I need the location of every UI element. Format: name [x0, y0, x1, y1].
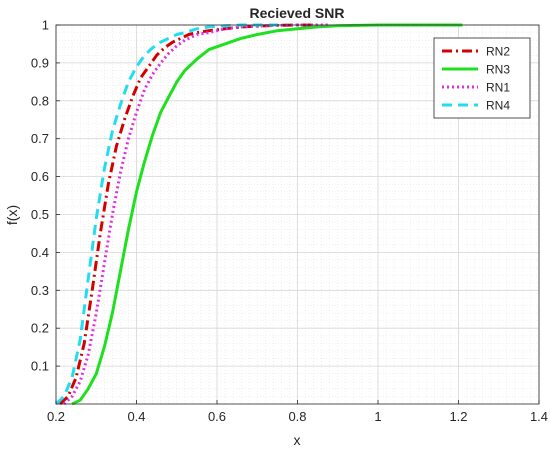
y-tick-label: 0.8	[31, 93, 49, 108]
x-tick-label: 0.2	[47, 409, 65, 424]
legend-label-rn2: RN2	[486, 45, 510, 59]
y-tick-label: 0.9	[31, 55, 49, 70]
y-tick-label: 0.2	[31, 321, 49, 336]
y-axis-ticks: 0.1 0.2 0.3 0.4 0.5 0.6 0.7 0.8 0.9 1	[31, 18, 60, 374]
y-tick-label: 0.4	[31, 245, 49, 260]
y-tick-label: 0.7	[31, 131, 49, 146]
y-tick-label: 0.5	[31, 207, 49, 222]
legend-label-rn4: RN4	[486, 99, 510, 113]
x-axis-label: x	[294, 432, 301, 448]
x-tick-label: 1.4	[530, 409, 548, 424]
y-tick-label: 0.3	[31, 283, 49, 298]
series-line-rn4	[54, 23, 278, 406]
x-axis-ticks: 0.2 0.4 0.6 0.8 1 1.2 1.4	[47, 400, 548, 424]
y-axis-label: f(x)	[4, 205, 20, 225]
x-tick-label: 1.2	[449, 409, 467, 424]
x-tick-label: 0.8	[288, 409, 306, 424]
y-tick-label: 0.1	[31, 359, 49, 374]
chart-title: Recieved SNR	[250, 5, 345, 21]
series-line-rn1	[62, 23, 330, 406]
legend-label-rn3: RN3	[486, 63, 510, 77]
x-tick-label: 1	[374, 409, 381, 424]
x-tick-label: 0.4	[127, 409, 145, 424]
series-line-rn2	[58, 23, 318, 406]
y-tick-label: 0.6	[31, 169, 49, 184]
y-tick-label: 1	[42, 18, 49, 33]
series-line-rn3	[71, 23, 463, 406]
legend-label-rn1: RN1	[486, 81, 510, 95]
legend: RN2 RN3 RN1 RN4	[433, 37, 531, 119]
x-tick-label: 0.6	[208, 409, 226, 424]
series-layer	[54, 23, 463, 406]
